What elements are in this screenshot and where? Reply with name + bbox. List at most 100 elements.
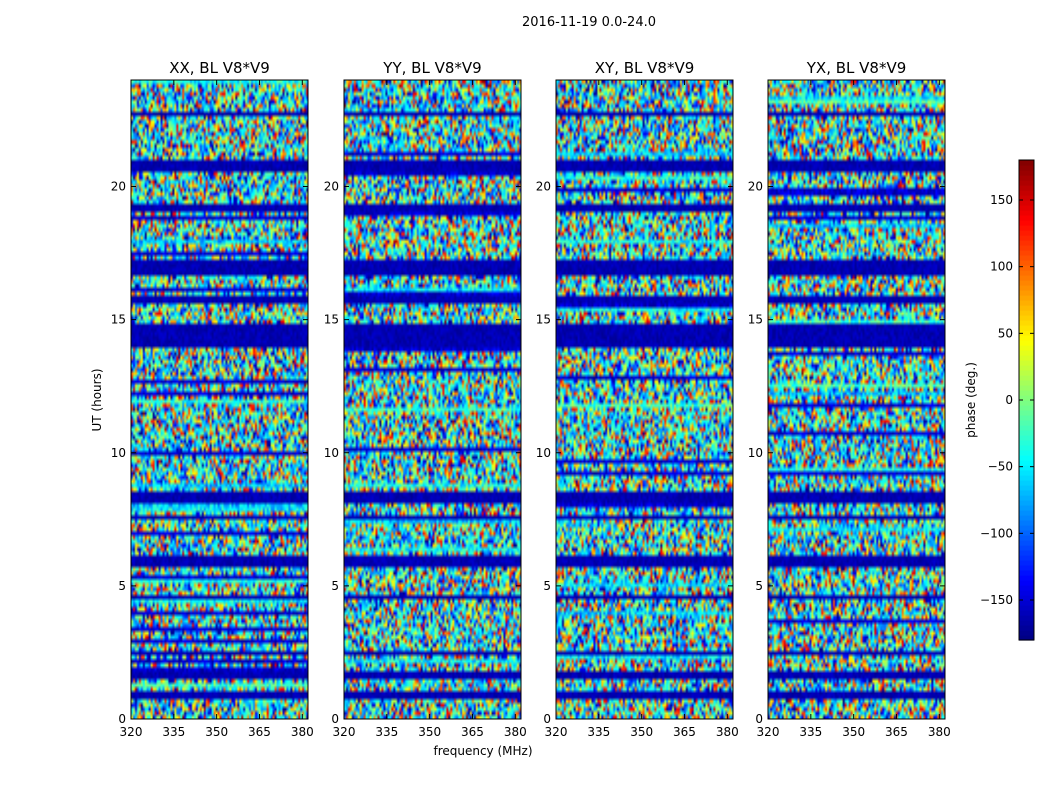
colorbar-segment xyxy=(1019,385,1034,391)
colorbar-segment xyxy=(1019,195,1034,201)
colorbar-segment xyxy=(1019,320,1034,326)
colorbar-segment xyxy=(1019,350,1034,356)
colorbar-segment xyxy=(1019,275,1034,281)
y-tick-label: 5 xyxy=(543,579,551,593)
colorbar-segment xyxy=(1019,230,1034,236)
colorbar-segment xyxy=(1019,630,1034,636)
colorbar-segment xyxy=(1019,620,1034,626)
colorbar-segment xyxy=(1019,390,1034,396)
panel-3: XY, BL V8*V9 320 335 350 365 380 0 5 10 15 20 xyxy=(536,59,739,739)
y-tick-label: 20 xyxy=(324,180,339,194)
colorbar-segment xyxy=(1019,335,1034,341)
x-tick-label: 335 xyxy=(375,725,398,739)
plot-frame xyxy=(343,79,522,720)
colorbar-segment xyxy=(1019,520,1034,526)
colorbar-segment xyxy=(1019,435,1034,441)
x-tick-label: 365 xyxy=(248,725,271,739)
colorbar-segment xyxy=(1019,365,1034,371)
colorbar-segment xyxy=(1019,340,1034,346)
colorbar-segment xyxy=(1019,280,1034,286)
colorbar-segment xyxy=(1019,370,1034,376)
y-tick-label: 0 xyxy=(118,712,126,726)
plot-frame xyxy=(555,79,734,720)
colorbar-segment xyxy=(1019,470,1034,476)
colorbar-segment xyxy=(1019,305,1034,311)
x-tick-label: 335 xyxy=(799,725,822,739)
colorbar-segment xyxy=(1019,565,1034,571)
colorbar-tick-label: −50 xyxy=(988,460,1013,474)
heatmap-image xyxy=(344,80,521,719)
colorbar-segment xyxy=(1019,580,1034,586)
heatmap-image xyxy=(131,80,308,719)
colorbar-segment xyxy=(1019,360,1034,366)
y-tick-label: 20 xyxy=(536,180,551,194)
colorbar-tick-label: 100 xyxy=(990,260,1013,274)
x-tick-label: 365 xyxy=(461,725,484,739)
colorbar-segment xyxy=(1019,290,1034,296)
colorbar-segment xyxy=(1019,505,1034,511)
y-tick-label: 0 xyxy=(331,712,339,726)
y-tick-label: 20 xyxy=(111,180,126,194)
panel-title: XY, BL V8*V9 xyxy=(595,59,695,77)
x-tick-label: 365 xyxy=(885,725,908,739)
colorbar-segment xyxy=(1019,285,1034,291)
colorbar-segment xyxy=(1019,490,1034,496)
y-tick-label: 5 xyxy=(755,579,763,593)
colorbar-segment xyxy=(1019,380,1034,386)
y-tick-label: 10 xyxy=(748,446,763,460)
figure-suptitle: 2016-11-19 0.0-24.0 xyxy=(522,15,656,30)
colorbar-segment xyxy=(1019,495,1034,501)
colorbar-segment xyxy=(1019,315,1034,321)
colorbar-segment xyxy=(1019,310,1034,316)
colorbar-tick-label: 150 xyxy=(990,193,1013,207)
colorbar-segment xyxy=(1019,170,1034,176)
y-tick-label: 15 xyxy=(324,313,339,327)
colorbar-segment xyxy=(1019,445,1034,451)
colorbar-segment xyxy=(1019,420,1034,426)
colorbar-segment xyxy=(1019,200,1034,206)
colorbar-segment xyxy=(1019,215,1034,221)
colorbar-segment xyxy=(1019,460,1034,466)
colorbar-segment xyxy=(1019,395,1034,401)
colorbar-segment xyxy=(1019,530,1034,536)
x-tick-label: 380 xyxy=(504,725,527,739)
colorbar-segment xyxy=(1019,480,1034,486)
colorbar-segment xyxy=(1019,180,1034,186)
x-tick-label: 350 xyxy=(205,725,228,739)
x-tick-label: 350 xyxy=(842,725,865,739)
colorbar-segment xyxy=(1019,590,1034,596)
colorbar-segment xyxy=(1019,575,1034,581)
x-tick-label: 320 xyxy=(545,725,568,739)
colorbar-segment xyxy=(1019,330,1034,336)
colorbar-segment xyxy=(1019,295,1034,301)
panel-2: YY, BL V8*V9 320 335 350 365 380 0 5 10 15 20 xyxy=(324,59,527,739)
x-tick-label: 320 xyxy=(120,725,143,739)
colorbar-segment xyxy=(1019,540,1034,546)
panel-1: XX, BL V8*V9 320 335 350 365 380 0 5 10 15 20 xyxy=(111,59,314,739)
colorbar-segment xyxy=(1019,600,1034,606)
heatmap-image xyxy=(768,80,945,719)
colorbar-segment xyxy=(1019,560,1034,566)
colorbar-segment xyxy=(1019,175,1034,181)
colorbar-segment xyxy=(1019,615,1034,621)
x-tick-label: 365 xyxy=(673,725,696,739)
colorbar-segment xyxy=(1019,455,1034,461)
y-tick-label: 10 xyxy=(536,446,551,460)
colorbar-segment xyxy=(1019,555,1034,561)
colorbar-segment xyxy=(1019,405,1034,411)
colorbar-segment xyxy=(1019,635,1034,641)
colorbar-segment xyxy=(1019,410,1034,416)
colorbar-segment xyxy=(1019,510,1034,516)
colorbar-segment xyxy=(1019,430,1034,436)
y-tick-label: 10 xyxy=(324,446,339,460)
plot-frame xyxy=(130,79,309,720)
colorbar-segment xyxy=(1019,595,1034,601)
plot-frame xyxy=(767,79,946,720)
x-tick-label: 380 xyxy=(716,725,739,739)
colorbar-segment xyxy=(1019,265,1034,271)
colorbar-segment xyxy=(1019,160,1034,166)
colorbar-segment xyxy=(1019,400,1034,406)
y-tick-label: 5 xyxy=(331,579,339,593)
y-tick-label: 10 xyxy=(111,446,126,460)
